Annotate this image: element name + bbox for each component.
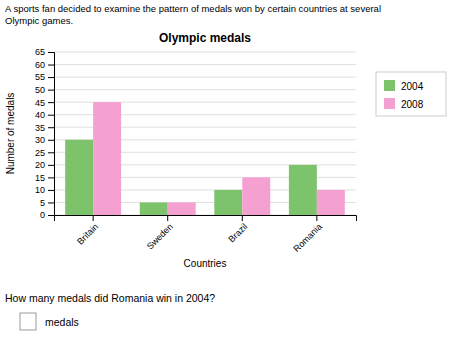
legend-label: 2004 xyxy=(401,81,424,92)
tick-label: 50 xyxy=(35,85,45,95)
y-axis: 0 5 10 15 20 25 30 35 40 45 50 55 60 65 xyxy=(35,47,55,220)
x-axis: Britain Sweden Brazil Romania xyxy=(55,215,357,254)
axis-line xyxy=(55,216,357,222)
legend-swatch xyxy=(384,98,395,109)
tick-mark xyxy=(48,140,54,141)
tick: Sweden xyxy=(145,215,175,252)
tick-mark xyxy=(48,165,54,166)
tick-label: 10 xyxy=(35,185,45,195)
tick: 30 xyxy=(35,135,54,145)
header-line: Olympic games. xyxy=(5,15,73,26)
axis-line xyxy=(48,53,55,216)
grid-line xyxy=(54,89,356,90)
tick-label: 65 xyxy=(35,47,45,57)
tick-mark xyxy=(48,190,54,191)
tick-mark xyxy=(93,215,94,221)
tick-mark xyxy=(48,102,54,103)
tick: 40 xyxy=(35,110,54,120)
tick-mark xyxy=(48,202,54,203)
tick-mark xyxy=(48,90,54,91)
tick: 10 xyxy=(35,185,54,195)
tick: 35 xyxy=(35,123,54,133)
tick-label: 20 xyxy=(35,160,45,170)
series xyxy=(93,102,345,215)
tick: 45 xyxy=(35,98,54,108)
tick-label: Romania xyxy=(291,221,324,254)
legend-label: 2008 xyxy=(401,99,424,110)
tick: 60 xyxy=(35,60,54,70)
grid-line xyxy=(54,64,356,65)
tick-mark xyxy=(48,52,54,53)
tick: 55 xyxy=(35,72,54,82)
tick-label: 30 xyxy=(35,135,45,145)
grid xyxy=(54,52,356,215)
x-axis-label: Countries xyxy=(184,258,227,269)
tick-mark xyxy=(167,215,168,221)
header-line: A sports fan decided to examine the patt… xyxy=(5,3,381,14)
tick-label: 25 xyxy=(35,148,45,158)
chart: A sports fan decided to examine the patt… xyxy=(0,0,474,342)
bar xyxy=(93,102,121,215)
tick-mark xyxy=(242,215,243,221)
tick: 50 xyxy=(35,85,54,95)
legend-frame xyxy=(376,72,446,116)
legend: 2004 2008 xyxy=(376,72,446,116)
tick-label: Sweden xyxy=(145,221,175,251)
tick-label: 0 xyxy=(40,210,45,220)
plot: 05101520253035404550556065BritainSwedenB… xyxy=(35,47,357,254)
tick: Romania xyxy=(291,215,324,254)
y-axis-label: Number of medals xyxy=(5,93,16,175)
tick-label: 15 xyxy=(35,173,45,183)
bar xyxy=(242,177,270,215)
tick-mark xyxy=(48,127,54,128)
tick: 65 xyxy=(35,47,54,57)
tick: Britain xyxy=(75,215,100,247)
grid-line xyxy=(54,52,356,53)
title: Olympic medals xyxy=(159,31,251,45)
tick: 20 xyxy=(35,160,54,170)
bar xyxy=(289,165,317,215)
tick-label: Brazil xyxy=(226,221,249,244)
tick: Brazil xyxy=(226,215,249,244)
answer-box xyxy=(20,313,36,330)
tick: 25 xyxy=(35,148,54,158)
tick-mark xyxy=(48,115,54,116)
bar xyxy=(317,190,345,215)
bar xyxy=(214,190,242,215)
bar xyxy=(140,202,168,215)
tick-mark xyxy=(48,65,54,66)
bars xyxy=(65,102,345,215)
legend-swatch xyxy=(384,80,395,91)
bar xyxy=(168,202,196,215)
tick-mark xyxy=(48,77,54,78)
tick-mark xyxy=(48,152,54,153)
tick: 0 xyxy=(40,210,54,220)
tick: 15 xyxy=(35,173,54,183)
tick-label: 5 xyxy=(40,198,45,208)
answer-label: medals xyxy=(45,316,79,328)
bar xyxy=(65,140,93,215)
question: How many medals did Romania win in 2004? xyxy=(5,292,215,304)
tick-label: 60 xyxy=(35,60,45,70)
tick-label: Britain xyxy=(75,221,100,246)
tick-label: 55 xyxy=(35,72,45,82)
tick-label: 45 xyxy=(35,98,45,108)
legend-item: 2008 xyxy=(384,98,424,110)
legend-item: 2004 xyxy=(384,80,424,92)
tick-mark xyxy=(48,215,54,216)
tick-label: 35 xyxy=(35,123,45,133)
tick-mark xyxy=(316,215,317,221)
grid-line xyxy=(54,77,356,78)
tick-mark xyxy=(48,177,54,178)
tick-label: 40 xyxy=(35,110,45,120)
tick: 5 xyxy=(40,198,54,208)
